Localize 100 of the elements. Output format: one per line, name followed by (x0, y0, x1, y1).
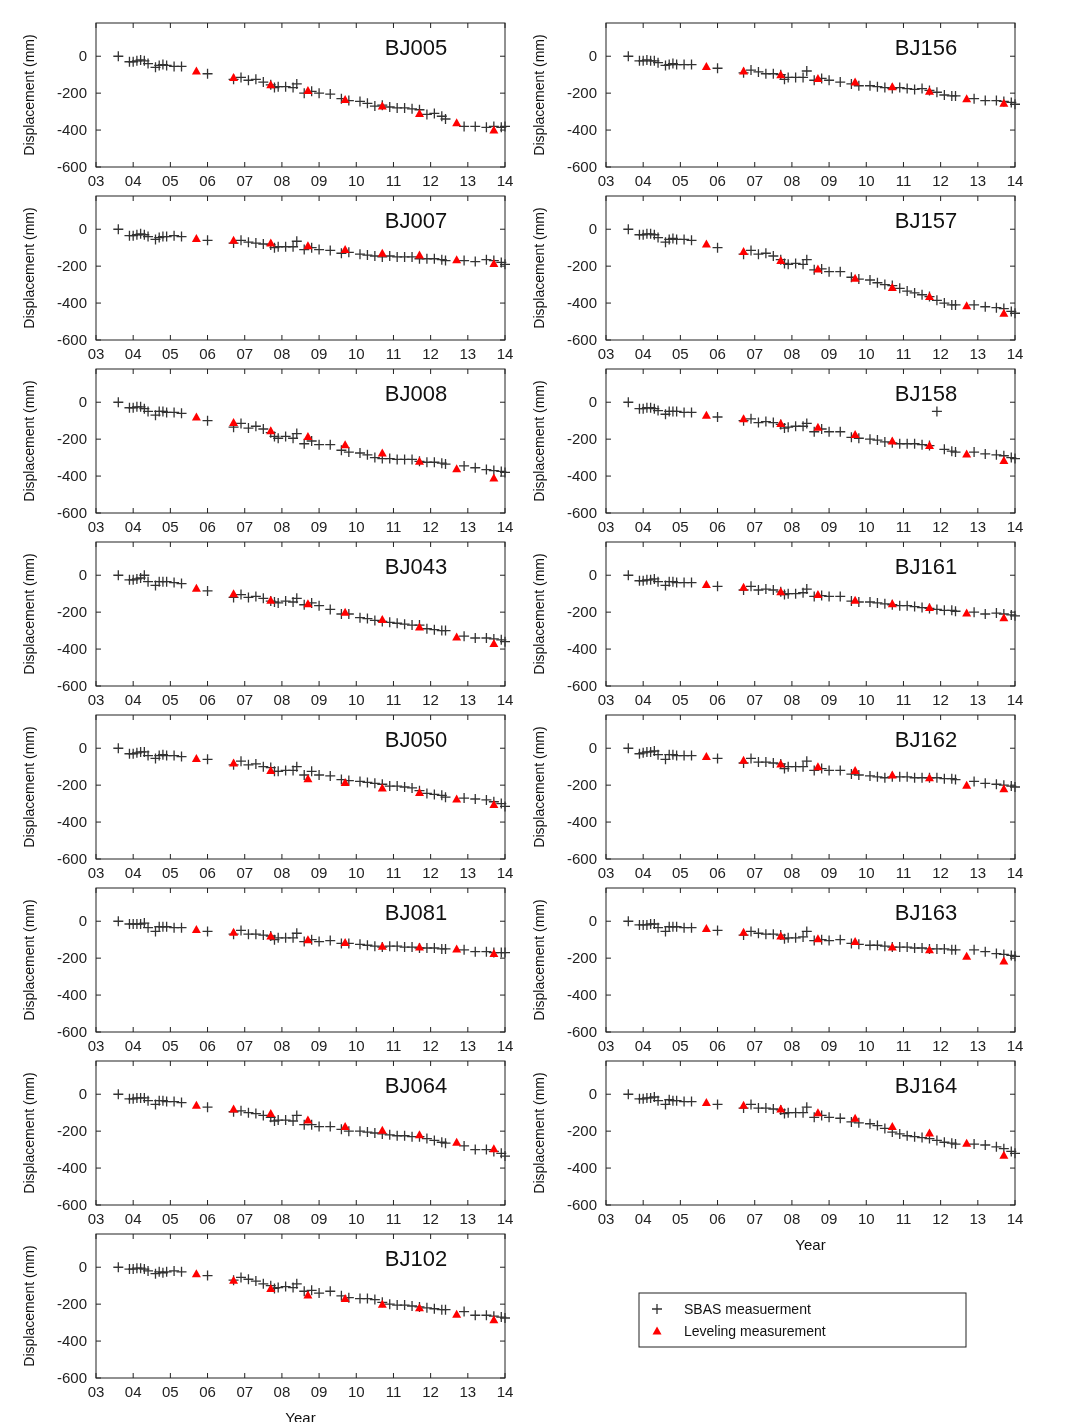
x-tick-label: 12 (932, 518, 949, 535)
x-tick-label: 08 (783, 864, 801, 881)
x-tick-label: 04 (634, 864, 652, 881)
y-tick-label: 0 (78, 47, 87, 65)
x-tick-label: 05 (672, 1037, 689, 1054)
x-tick-label: 13 (459, 1210, 477, 1227)
x-tick-label: 10 (857, 1037, 875, 1054)
x-tick-label: 05 (162, 1383, 179, 1400)
x-tick-label: 07 (236, 1383, 254, 1400)
x-tick-label: 03 (597, 691, 615, 708)
x-tick-label: 06 (709, 691, 726, 708)
y-tick-label: -400 (566, 294, 597, 312)
x-tick-label: 11 (385, 691, 402, 708)
y-tick-label: -400 (56, 294, 87, 312)
x-tick-label: 10 (857, 864, 875, 881)
y-axis-title: Displacement (mm) (531, 899, 547, 1021)
x-tick-label: 12 (422, 345, 439, 362)
text: BJ161 (894, 554, 958, 579)
x-tick-label: 09 (310, 345, 328, 362)
x-tick-label: 11 (895, 1210, 912, 1227)
x-tick-label: 03 (597, 1210, 615, 1227)
x-tick-label: 14 (1006, 1210, 1024, 1227)
y-tick-label: -600 (56, 850, 87, 867)
x-tick-label: 10 (347, 1037, 365, 1054)
text: BJ163 (894, 900, 958, 925)
x-tick-label: 08 (273, 691, 291, 708)
x-tick-label: 11 (895, 518, 912, 535)
x-tick-label: 13 (969, 1037, 987, 1054)
y-tick-label: -200 (56, 949, 87, 967)
x-tick-label: 09 (820, 172, 838, 189)
y-tick-label: -200 (56, 430, 87, 448)
y-tick-label: -400 (566, 640, 597, 658)
x-tick-label: 14 (1006, 1037, 1024, 1054)
x-tick-label: 07 (236, 691, 254, 708)
x-tick-label: 07 (236, 172, 254, 189)
y-axis-title: Displacement (mm) (531, 553, 547, 675)
x-tick-label: 14 (1006, 172, 1024, 189)
x-tick-label: 08 (273, 518, 291, 535)
y-tick-label: -400 (566, 467, 597, 485)
x-tick-label: 08 (783, 345, 801, 362)
x-tick-label: 11 (385, 1383, 402, 1400)
x-tick-label: 08 (783, 691, 801, 708)
y-tick-label: 0 (78, 393, 87, 411)
x-tick-label: 05 (672, 518, 689, 535)
x-tick-label: 05 (162, 345, 179, 362)
legend-label: Leveling measurement (684, 1323, 826, 1339)
x-axis-title: Year (795, 1236, 826, 1253)
x-tick-label: 13 (459, 1037, 477, 1054)
x-tick-label: 12 (932, 1037, 949, 1054)
text: BJ064 (384, 1073, 448, 1098)
x-tick-label: 07 (236, 1210, 254, 1227)
y-tick-label: -400 (56, 986, 87, 1004)
x-tick-label: 04 (124, 172, 142, 189)
x-tick-label: 04 (634, 1037, 652, 1054)
y-axis-title: Displacement (mm) (21, 380, 37, 502)
x-tick-label: 06 (199, 1383, 216, 1400)
x-tick-label: 03 (597, 864, 615, 881)
x-tick-label: 14 (496, 1210, 514, 1227)
text: BJ081 (384, 900, 448, 925)
x-tick-label: 05 (162, 172, 179, 189)
y-axis-title: Displacement (mm) (531, 207, 547, 329)
x-tick-label: 10 (347, 864, 365, 881)
x-tick-label: 11 (895, 172, 912, 189)
x-tick-label: 05 (162, 518, 179, 535)
x-tick-label: 03 (87, 172, 105, 189)
x-tick-label: 12 (422, 1210, 439, 1227)
y-tick-label: 0 (588, 220, 597, 238)
y-tick-label: -600 (56, 1196, 87, 1213)
x-tick-label: 10 (347, 1383, 365, 1400)
x-tick-label: 14 (496, 345, 514, 362)
y-tick-label: -200 (566, 949, 597, 967)
text: BJ050 (384, 727, 448, 752)
x-tick-label: 10 (857, 345, 875, 362)
x-tick-label: 04 (634, 172, 652, 189)
x-tick-label: 05 (162, 691, 179, 708)
x-tick-label: 11 (385, 518, 402, 535)
x-tick-label: 04 (634, 518, 652, 535)
x-tick-label: 13 (969, 345, 987, 362)
x-tick-label: 06 (709, 172, 726, 189)
x-tick-label: 06 (199, 864, 216, 881)
x-tick-label: 11 (385, 1210, 402, 1227)
x-tick-label: 13 (459, 864, 477, 881)
x-tick-label: 13 (969, 864, 987, 881)
y-axis-title: Displacement (mm) (21, 1072, 37, 1194)
x-tick-label: 08 (783, 1037, 801, 1054)
x-tick-label: 09 (820, 518, 838, 535)
y-tick-label: 0 (78, 912, 87, 930)
x-tick-label: 13 (969, 172, 987, 189)
y-tick-label: -400 (56, 640, 87, 658)
x-tick-label: 14 (496, 172, 514, 189)
text: BJ164 (894, 1073, 958, 1098)
y-tick-label: -400 (56, 1159, 87, 1177)
x-tick-label: 11 (895, 691, 912, 708)
x-tick-label: 05 (162, 1037, 179, 1054)
x-tick-label: 07 (746, 1037, 764, 1054)
x-tick-label: 03 (87, 691, 105, 708)
x-tick-label: 05 (672, 345, 689, 362)
x-tick-label: 08 (783, 1210, 801, 1227)
y-tick-label: 0 (588, 566, 597, 584)
x-tick-label: 03 (87, 1383, 105, 1400)
